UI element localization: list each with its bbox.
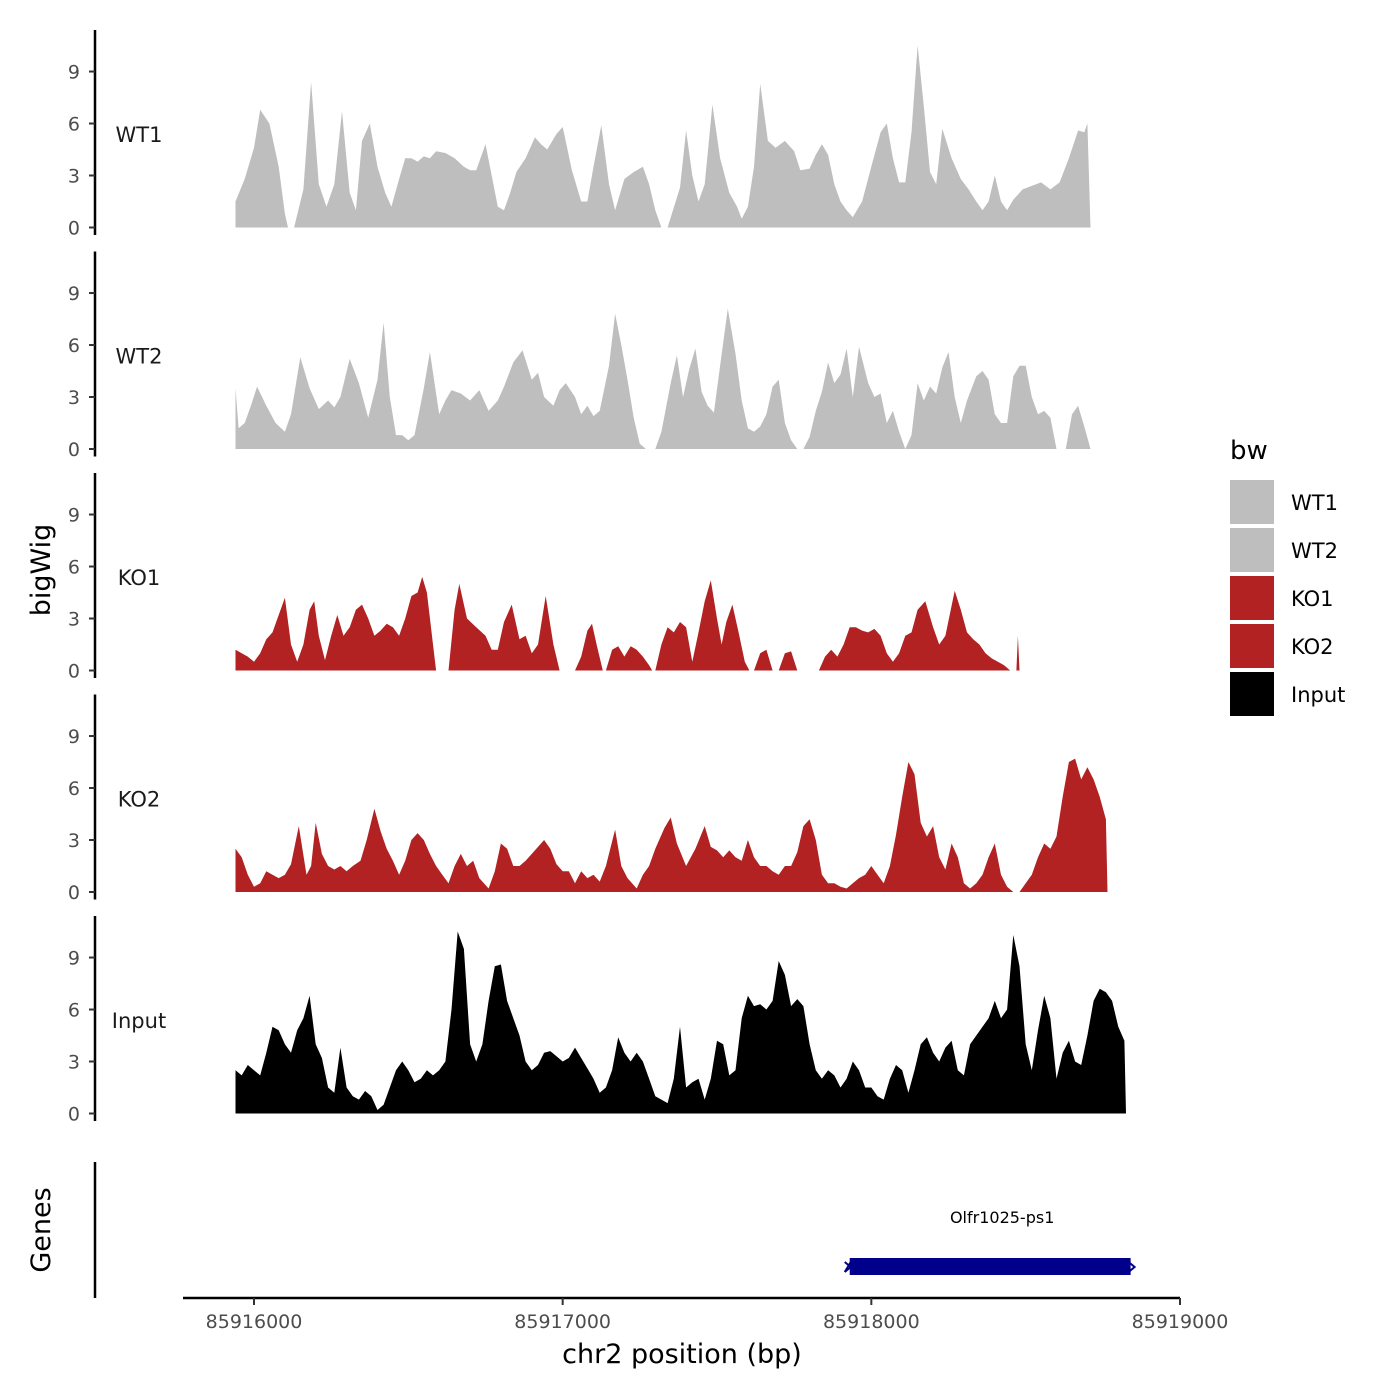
track-label: Input <box>112 1009 166 1033</box>
gene-strand-marker <box>843 1261 853 1273</box>
series-area-input <box>235 931 1126 1114</box>
track-wt2: 0 3 6 9 WT2 <box>68 251 1091 461</box>
tracks-group: 0 3 6 9 WT1 0 3 6 9 WT2 0 3 6 9 KO1 0 3 6 9 KO2 0 3 6 9 Input <box>68 30 1126 1126</box>
gene-end-marker <box>1127 1261 1137 1273</box>
y-tick-label: 3 <box>68 1052 80 1074</box>
legend-label: Input <box>1291 683 1345 707</box>
legend-label: WT2 <box>1291 539 1338 563</box>
series-area-wt1 <box>235 45 1091 228</box>
track-label: KO2 <box>118 788 161 812</box>
y-tick-label: 3 <box>68 830 80 852</box>
track-label: KO1 <box>118 566 161 590</box>
y-tick-label: 6 <box>68 557 80 579</box>
y-tick-label: 0 <box>68 1104 80 1126</box>
y-axis-title: bigWig <box>26 524 57 617</box>
gene-label: Olfr1025-ps1 <box>950 1208 1054 1227</box>
y-tick-label: 6 <box>68 1000 80 1022</box>
x-axis: 85916000 85917000 85918000 85919000 <box>183 1296 1229 1333</box>
legend-swatch <box>1230 624 1274 668</box>
legend-item-ko2: KO2 <box>1230 624 1334 668</box>
y-tick-label: 0 <box>68 882 80 904</box>
legend-swatch <box>1230 528 1274 572</box>
genes-panel: Genes Olfr1025-ps1 <box>26 1162 1137 1298</box>
legend-label: KO2 <box>1291 635 1334 659</box>
x-axis-title: chr2 position (bp) <box>562 1339 802 1370</box>
series-area-wt2 <box>235 308 1091 449</box>
y-tick-label: 6 <box>68 778 80 800</box>
legend-label: KO1 <box>1291 587 1334 611</box>
series-area-ko2 <box>235 758 1108 892</box>
track-ko1: 0 3 6 9 KO1 <box>68 473 1020 683</box>
track-label: WT1 <box>116 123 163 147</box>
track-wt1: 0 3 6 9 WT1 <box>68 30 1091 240</box>
series-area-ko1 <box>235 576 1020 671</box>
track-input: 0 3 6 9 Input <box>68 916 1126 1126</box>
track-label: WT2 <box>116 345 163 369</box>
y-tick-label: 9 <box>68 505 80 527</box>
legend-title: bw <box>1230 436 1268 466</box>
track-ko2: 0 3 6 9 KO2 <box>68 694 1108 904</box>
legend-item-wt1: WT1 <box>1230 480 1338 524</box>
y-tick-label: 6 <box>68 335 80 357</box>
y-tick-label: 3 <box>68 166 80 188</box>
y-tick-label: 3 <box>68 387 80 409</box>
legend-swatch <box>1230 480 1274 524</box>
y-tick-label: 0 <box>68 439 80 461</box>
legend-label: WT1 <box>1291 491 1338 515</box>
y-tick-label: 9 <box>68 62 80 84</box>
y-tick-label: 9 <box>68 283 80 305</box>
x-tick-label: 85917000 <box>514 1311 611 1333</box>
y-tick-label: 9 <box>68 948 80 970</box>
y-tick-label: 0 <box>68 661 80 683</box>
y-tick-label: 9 <box>68 726 80 748</box>
genes-axis-title: Genes <box>26 1187 57 1272</box>
gene-olfr1025-ps1: Olfr1025-ps1 <box>843 1208 1137 1275</box>
legend-item-ko1: KO1 <box>1230 576 1334 620</box>
y-tick-label: 0 <box>68 218 80 240</box>
x-tick-label: 85918000 <box>823 1311 920 1333</box>
legend-swatch <box>1230 576 1274 620</box>
legend-item-input: Input <box>1230 672 1345 716</box>
y-tick-label: 6 <box>68 114 80 136</box>
legend-item-wt2: WT2 <box>1230 528 1338 572</box>
y-tick-label: 3 <box>68 609 80 631</box>
x-tick-label: 85919000 <box>1132 1311 1229 1333</box>
gene-body <box>849 1258 1131 1275</box>
legend: bw WT1 WT2 KO1 KO2 Input <box>1230 436 1345 716</box>
legend-swatch <box>1230 672 1274 716</box>
x-tick-label: 85916000 <box>206 1311 303 1333</box>
